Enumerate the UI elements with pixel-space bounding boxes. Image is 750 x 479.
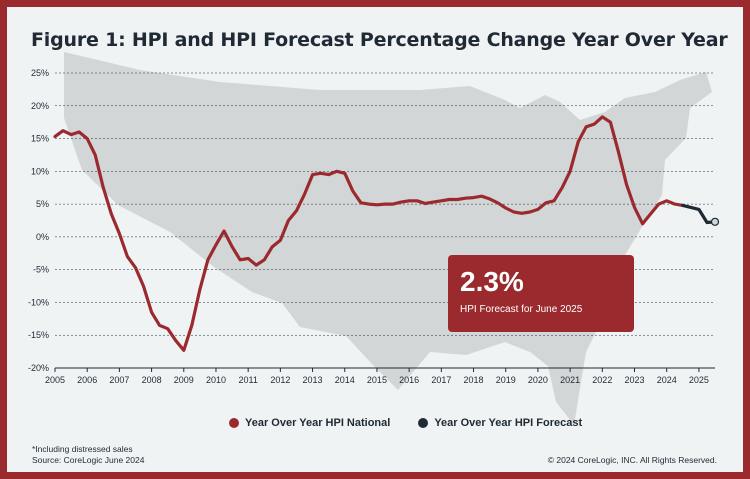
x-tick-label: 2025 <box>689 375 709 385</box>
legend-item-forecast: Year Over Year HPI Forecast <box>418 417 582 429</box>
y-tick-label: 0% <box>36 232 49 242</box>
x-tick-label: 2007 <box>109 375 129 385</box>
grid-lines <box>55 72 715 369</box>
x-tick-label: 2013 <box>303 375 323 385</box>
series-line-forecast <box>681 203 717 225</box>
x-tick-label: 2023 <box>624 375 644 385</box>
x-tick-label: 2024 <box>657 375 677 385</box>
copyright: © 2024 CoreLogic, INC. All Rights Reserv… <box>547 455 717 465</box>
x-tick-label: 2006 <box>77 375 97 385</box>
footnote: *Including distressed sales Source: Core… <box>32 444 144 466</box>
x-tick-label: 2005 <box>45 375 65 385</box>
y-tick-label: 20% <box>31 101 49 111</box>
legend-label-forecast: Year Over Year HPI Forecast <box>434 417 583 429</box>
x-tick-label: 2014 <box>335 375 355 385</box>
series-line-national <box>53 115 685 352</box>
forecast-endpoint-marker <box>710 217 720 226</box>
x-tick-label: 2021 <box>560 375 580 385</box>
x-tick-label: 2010 <box>206 375 226 385</box>
y-tick-label: 25% <box>31 68 49 78</box>
x-tick-label: 2017 <box>431 375 451 385</box>
callout-label: HPI Forecast for June 2025 <box>460 304 583 315</box>
x-tick-label: 2009 <box>174 375 194 385</box>
x-tick-label: 2020 <box>528 375 548 385</box>
series-layer <box>53 115 720 352</box>
legend-item-national: Year Over Year HPI National <box>229 417 390 429</box>
x-axis: 2005 2006 2007 2008 2009 2010 2011 2012 2013 2014… <box>45 368 709 385</box>
us-map-silhouette <box>64 52 712 425</box>
footnote-line-2: Source: CoreLogic June 2024 <box>32 455 145 465</box>
x-tick-label: 2022 <box>592 375 612 385</box>
y-tick-label: -10% <box>28 297 49 307</box>
x-tick-label: 2008 <box>142 375 162 385</box>
y-tick-label: -5% <box>33 265 49 275</box>
forecast-callout: 2.3% HPI Forecast for June 2025 <box>448 255 634 332</box>
x-tick-label: 2015 <box>367 375 387 385</box>
chart-title: Figure 1: HPI and HPI Forecast Percentag… <box>31 29 728 51</box>
y-axis: 25% 20% 15% 10% 5% 0% -5% -10% -15% -20% <box>28 68 49 373</box>
legend-swatch-national <box>229 418 239 428</box>
y-tick-label: 15% <box>31 134 49 144</box>
y-tick-label: 10% <box>31 166 49 176</box>
footnote-line-1: *Including distressed sales <box>32 444 133 454</box>
x-tick-label: 2018 <box>464 375 484 385</box>
x-tick-label: 2019 <box>496 375 516 385</box>
x-tick-label: 2016 <box>399 375 419 385</box>
legend-label-national: Year Over Year HPI National <box>245 417 391 429</box>
x-tick-label: 2012 <box>270 375 290 385</box>
legend: Year Over Year HPI National Year Over Ye… <box>229 417 582 429</box>
y-tick-label: 5% <box>36 199 49 209</box>
legend-swatch-forecast <box>418 418 429 428</box>
y-tick-label: -20% <box>28 363 49 373</box>
x-tick-label: 2011 <box>238 375 257 385</box>
y-tick-label: -15% <box>28 330 49 340</box>
chart-svg: 25% 20% 15% 10% 5% 0% -5% -10% -15% -20% 2005 2006… <box>28 52 720 425</box>
callout-value: 2.3% <box>460 266 524 297</box>
